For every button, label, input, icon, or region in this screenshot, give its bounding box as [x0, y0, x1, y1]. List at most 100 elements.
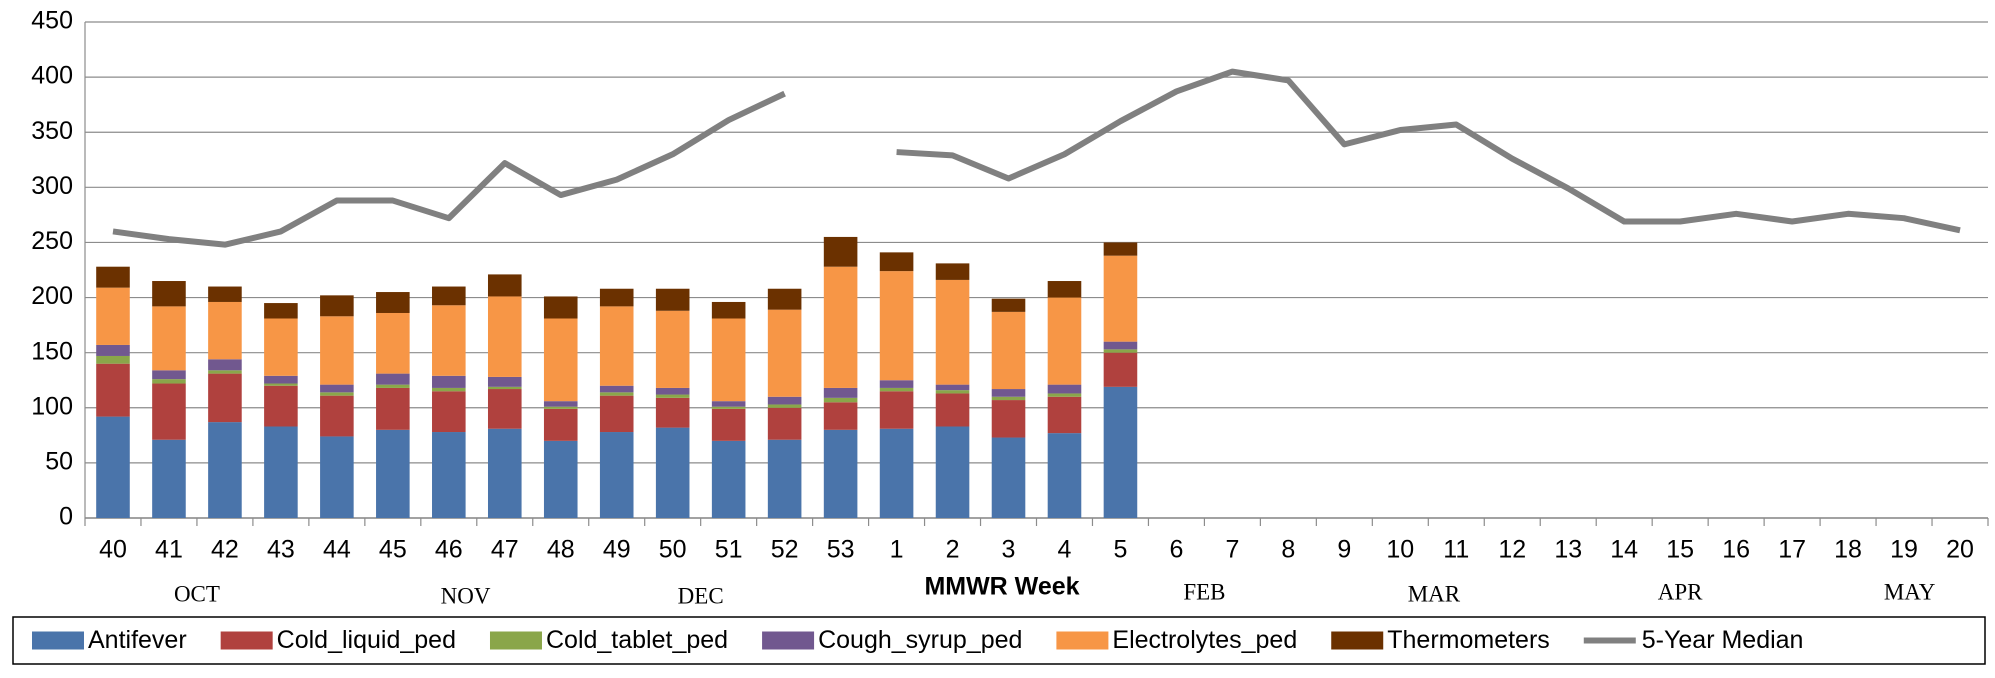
x-tick-label: 1 — [890, 536, 904, 564]
bar-segment — [991, 437, 1026, 518]
bar-segment — [152, 281, 186, 307]
bar-segment — [208, 359, 242, 371]
bar-segment — [599, 392, 634, 396]
bar-segment — [432, 375, 466, 388]
legend-label: 5-Year Median — [1642, 626, 1804, 654]
bar-segment — [152, 379, 186, 384]
bar-segment — [1047, 297, 1082, 385]
bar-segment — [96, 416, 130, 518]
y-tick-label: 100 — [31, 392, 73, 420]
bar-segment — [264, 383, 298, 386]
bar-segment — [879, 391, 914, 429]
legend-label: Antifever — [88, 626, 187, 654]
bar-segment — [767, 396, 802, 405]
bar-segment — [208, 301, 242, 360]
bar-segment — [767, 439, 802, 518]
month-label: OCT — [174, 581, 220, 606]
bar-segment — [264, 303, 298, 319]
legend-swatch — [32, 631, 84, 650]
y-tick-label: 250 — [31, 227, 73, 255]
bar-segment — [655, 288, 690, 311]
bar-segment — [599, 306, 634, 386]
bar-segment — [711, 440, 746, 518]
x-tick-label: 46 — [435, 536, 463, 564]
bar-segment — [599, 385, 634, 393]
bar-segment — [487, 428, 522, 518]
legend-swatch — [1056, 631, 1109, 650]
bar-segment — [152, 306, 186, 371]
bar-segment — [376, 292, 410, 313]
bar-segment — [879, 252, 914, 272]
x-tick-label: 40 — [99, 536, 127, 564]
bar-segment — [376, 373, 410, 385]
y-tick-label: 200 — [31, 282, 73, 310]
x-tick-label: 52 — [771, 536, 799, 564]
x-tick-label: 49 — [603, 536, 631, 564]
bar-segment — [432, 391, 466, 433]
bar-segment — [264, 385, 298, 427]
bar-segment — [208, 370, 242, 374]
bar-segment — [152, 439, 186, 518]
bar-segment — [1103, 386, 1138, 518]
bar-segment — [991, 396, 1026, 401]
x-tick-label: 10 — [1386, 536, 1414, 564]
x-tick-label: 19 — [1890, 536, 1918, 564]
bar-segment — [823, 402, 858, 430]
bar-segment — [767, 407, 802, 440]
bar-segment — [767, 288, 802, 310]
legend-label: Electrolytes_ped — [1112, 626, 1297, 654]
bar-segment — [320, 436, 354, 518]
x-tick-label: 15 — [1666, 536, 1694, 564]
x-tick-label: 13 — [1554, 536, 1582, 564]
month-label: DEC — [678, 583, 724, 608]
month-label: MAY — [1884, 579, 1936, 604]
bar-segment — [208, 373, 242, 423]
bar-segment — [823, 387, 858, 398]
month-label: FEB — [1183, 579, 1225, 604]
bar-segment — [655, 397, 690, 428]
bar-segment — [96, 344, 130, 356]
bar-segment — [96, 287, 130, 345]
bar-segment — [376, 429, 410, 518]
bar-segment — [991, 400, 1026, 438]
x-tick-label: 12 — [1498, 536, 1526, 564]
legend-box — [12, 616, 1986, 665]
bar-segment — [432, 432, 466, 518]
bar-segment — [711, 408, 746, 441]
bar-segment — [935, 393, 970, 427]
month-label: MAR — [1408, 581, 1461, 606]
bar-segment — [264, 318, 298, 376]
bar-segment — [655, 387, 690, 395]
y-tick-label: 300 — [31, 172, 73, 200]
bar-segment — [208, 422, 242, 518]
x-tick-label: 44 — [323, 536, 351, 564]
bar-segment — [655, 394, 690, 398]
x-tick-label: 42 — [211, 536, 239, 564]
bar-segment — [1047, 396, 1082, 434]
bar-segment — [823, 236, 858, 267]
bar-segment — [823, 429, 858, 518]
month-label: NOV — [441, 583, 491, 608]
bar-segment — [935, 426, 970, 518]
bar-segment — [543, 318, 578, 402]
bar-segment — [487, 296, 522, 377]
x-tick-label: 18 — [1834, 536, 1862, 564]
bar-segment — [432, 387, 466, 392]
bar-segment — [711, 406, 746, 409]
bar-segment — [487, 389, 522, 429]
bar-segment — [711, 401, 746, 407]
x-tick-label: 16 — [1722, 536, 1750, 564]
bar-segment — [767, 309, 802, 397]
legend-swatch — [1331, 631, 1384, 650]
bar-segment — [152, 383, 186, 440]
bar-segment — [543, 408, 578, 441]
bar-segment — [543, 296, 578, 319]
y-tick-label: 50 — [45, 447, 73, 475]
bar-segment — [96, 266, 130, 288]
bar-segment — [264, 375, 298, 384]
y-tick-label: 0 — [59, 503, 73, 531]
bar-segment — [879, 380, 914, 388]
bar-segment — [879, 387, 914, 392]
x-tick-label: 5 — [1114, 536, 1128, 564]
